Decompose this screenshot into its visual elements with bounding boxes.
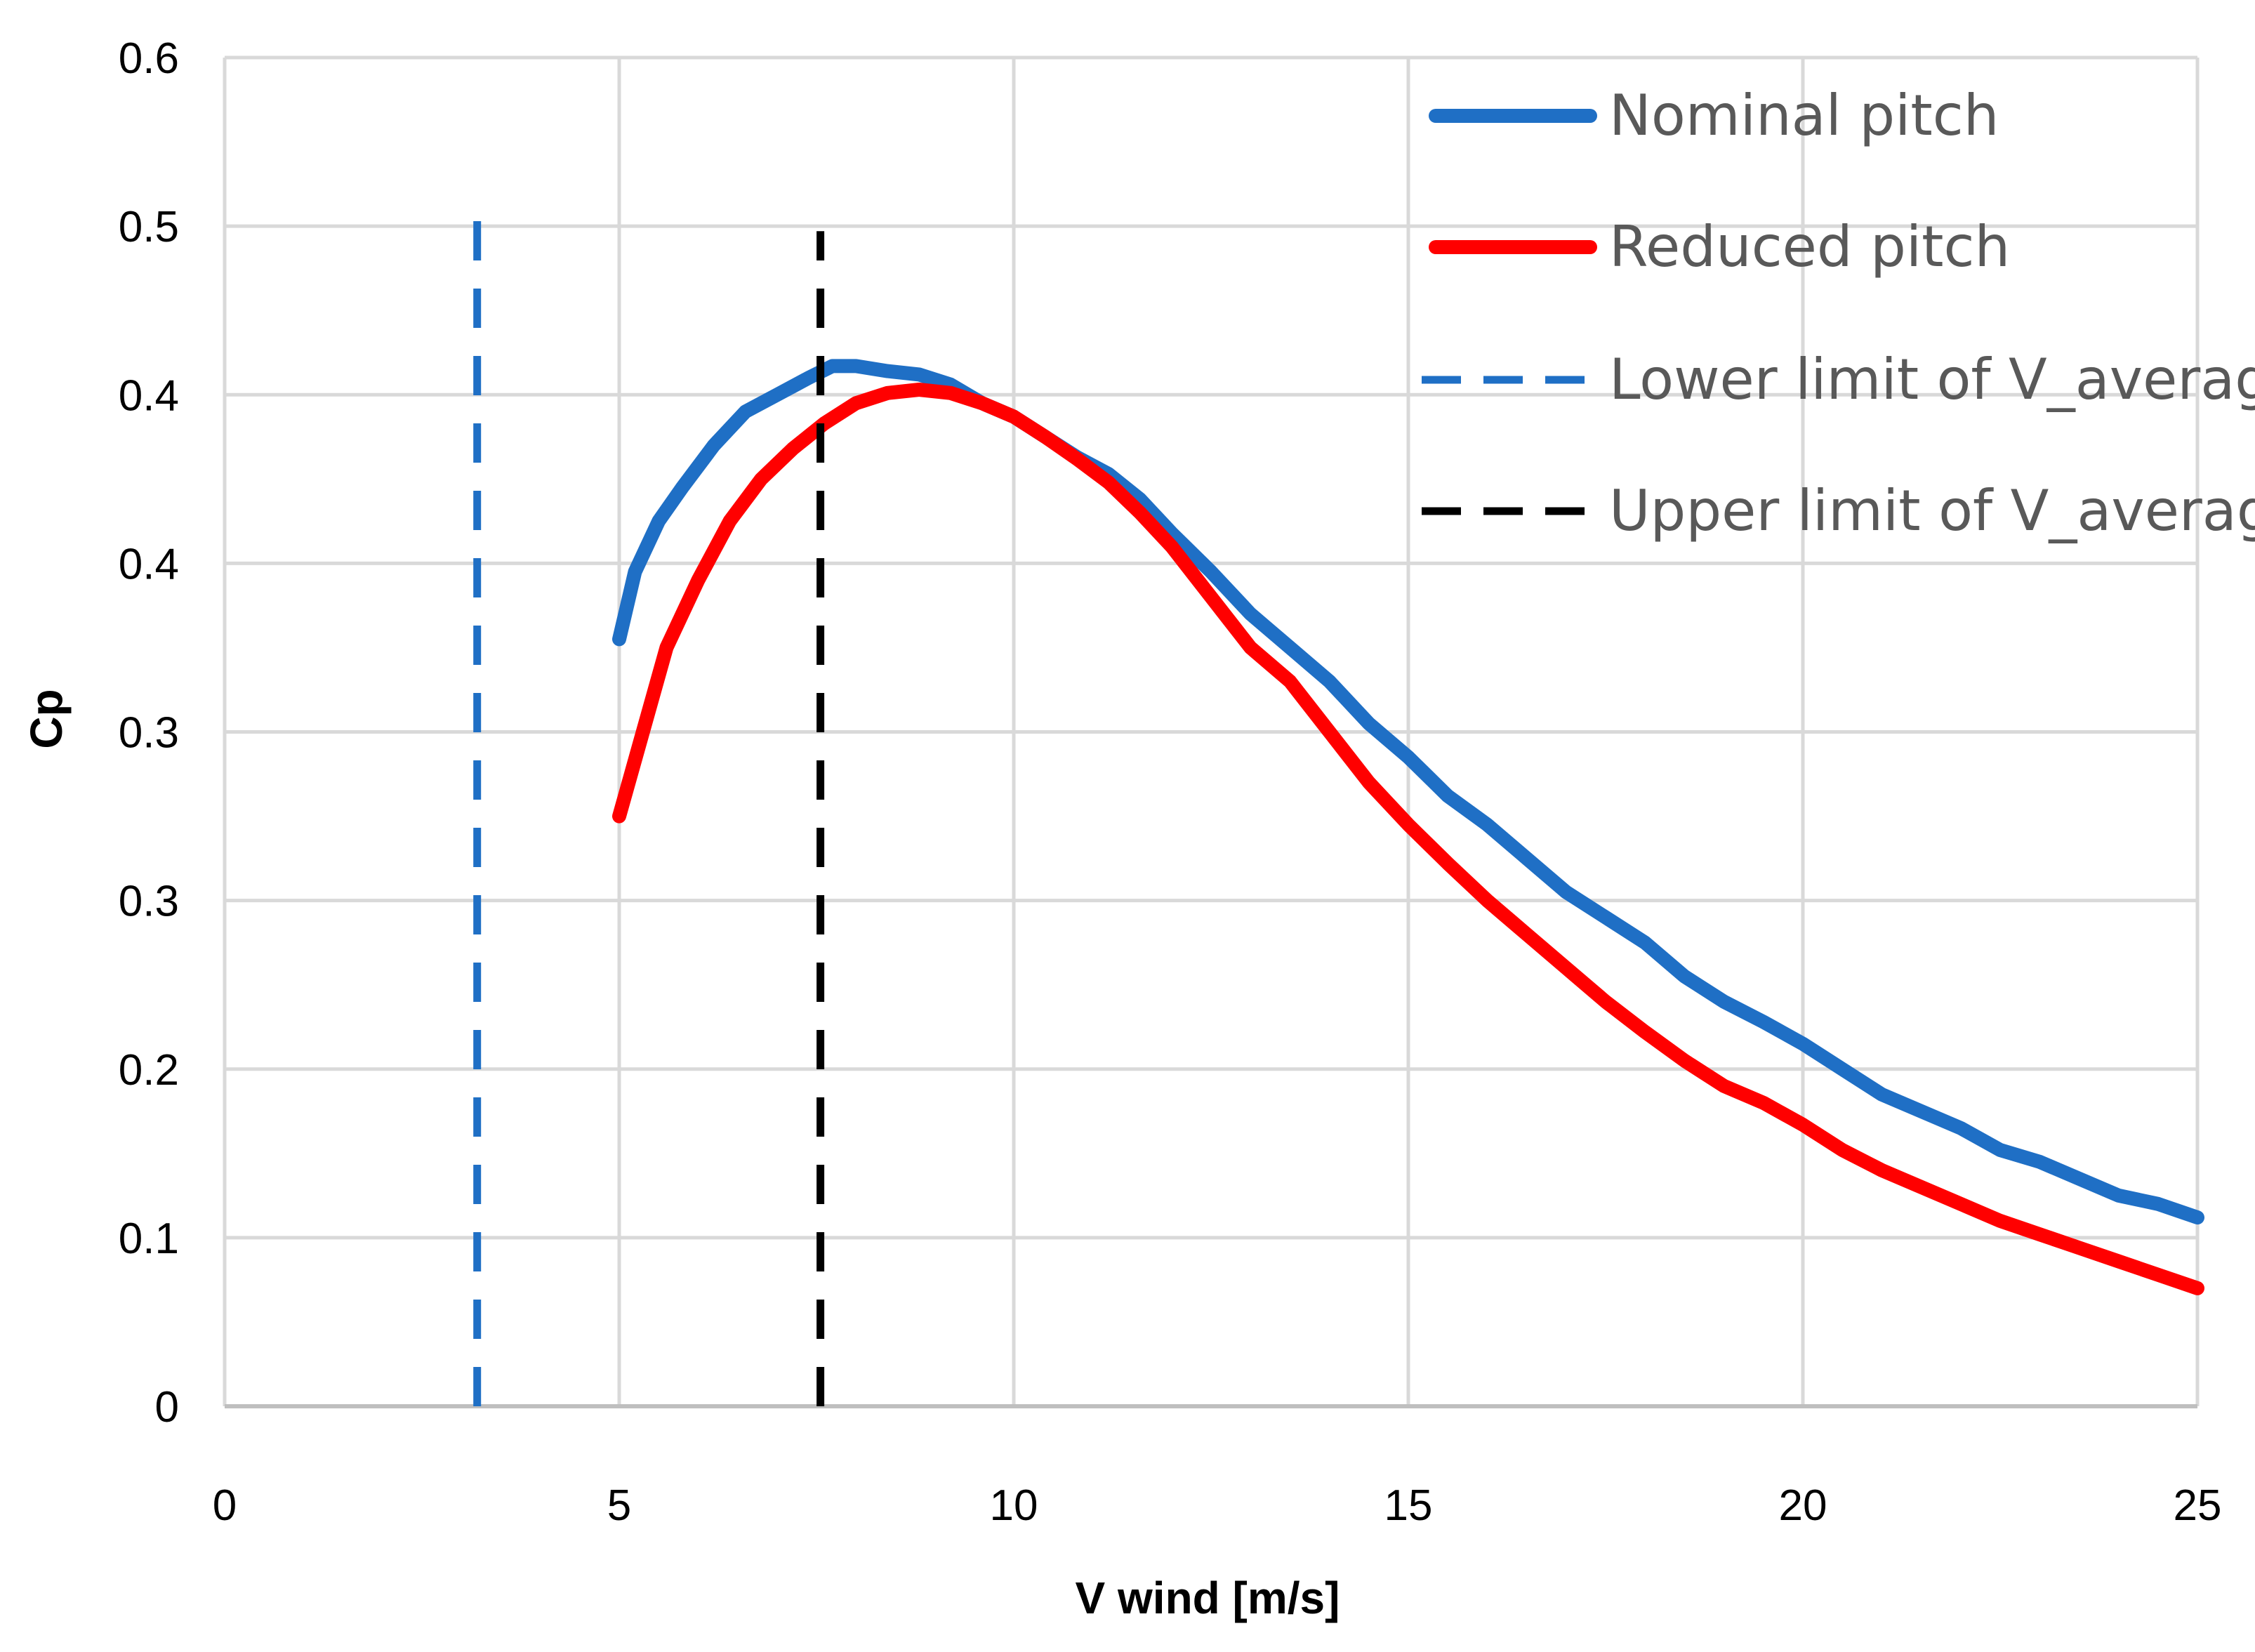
- x-tick-label: 10: [990, 1481, 1038, 1530]
- legend: Nominal pitch Reduced pitch Lower limit of…: [1422, 83, 2255, 543]
- legend-label: Upper limit of V_average: [1609, 478, 2255, 543]
- legend-label: Lower limit of V_average: [1609, 347, 2255, 412]
- y-tick-label: 0.4: [119, 540, 179, 588]
- series: [473, 201, 2204, 1406]
- x-tick-label: 20: [1779, 1481, 1827, 1530]
- x-axis-title: V wind [m/s]: [1076, 1573, 1340, 1623]
- y-tick-label: 0: [155, 1383, 179, 1432]
- x-tick-label: 15: [1384, 1481, 1433, 1530]
- y-axis-title: Cp: [21, 689, 72, 748]
- series-line-reduced-pitch: [612, 383, 2204, 1295]
- y-tick-label: 0.3: [119, 709, 179, 758]
- tick-labels: 0 0.1 0.2 0.3 0.3 0.4 0.4 0.5 0.6 0 5 10 15 20 25: [119, 34, 2222, 1530]
- legend-label: Nominal pitch: [1609, 83, 1999, 148]
- x-tick-label: 25: [2174, 1481, 2222, 1530]
- x-tick-label: 0: [213, 1481, 237, 1530]
- y-tick-label: 0.2: [119, 1046, 179, 1095]
- y-tick-label: 0.5: [119, 203, 179, 251]
- y-tick-label: 0.6: [119, 34, 179, 83]
- y-tick-label: 0.3: [119, 878, 179, 926]
- y-tick-label: 0.4: [119, 371, 179, 420]
- legend-label: Reduced pitch: [1609, 214, 2010, 279]
- x-tick-label: 5: [607, 1481, 631, 1530]
- y-tick-label: 0.1: [119, 1215, 179, 1263]
